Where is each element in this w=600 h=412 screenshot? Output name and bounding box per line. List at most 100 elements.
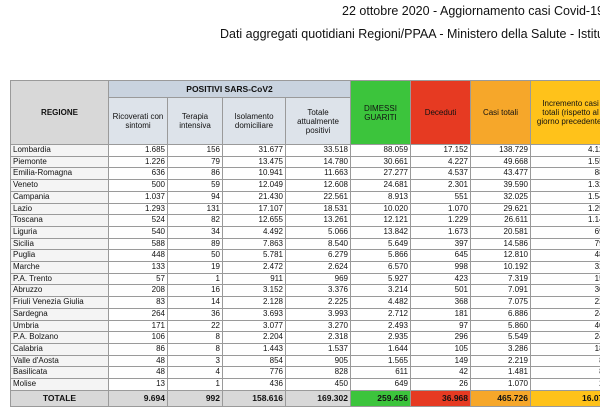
cell: 29.621: [470, 202, 531, 216]
cell: 42: [410, 366, 471, 380]
column-header: Casi totali: [470, 80, 531, 145]
table-row: Lazio 1.293 131 17.107 18.531 10.020 1.070 29.6…: [10, 202, 600, 216]
cell: 3.693: [222, 307, 286, 321]
region-name: Piemonte: [10, 155, 109, 169]
cell: 171: [108, 319, 168, 333]
cell: 13.261: [285, 214, 351, 227]
cell: 48: [108, 354, 168, 368]
cell: 649: [350, 378, 411, 391]
region-name: Valle d'Aosta: [10, 354, 109, 368]
cell: 407: [530, 319, 600, 333]
cell: 1.550: [530, 155, 600, 169]
cell: 3: [167, 354, 223, 368]
cell: 14.586: [470, 237, 531, 251]
cell: 86: [167, 167, 223, 181]
cell: 243: [530, 307, 600, 321]
region-name: P.A. Bolzano: [10, 331, 109, 344]
region-name: P.A. Trento: [10, 272, 109, 286]
cell: 18.531: [285, 202, 351, 216]
region-name: Abruzzo: [10, 284, 109, 298]
group-header: POSITIVI SARS-CoV2: [108, 80, 351, 98]
cell: 854: [222, 354, 286, 368]
region-name: Lombardia: [10, 144, 109, 157]
cell: 1.070: [470, 378, 531, 391]
cell: 524: [108, 214, 168, 227]
cell: 133: [108, 261, 168, 274]
cell: 181: [410, 307, 471, 321]
cell: 2.128: [222, 296, 286, 309]
cell: 86: [108, 342, 168, 356]
cell: 30.661: [350, 155, 411, 169]
table-row: P.A. Bolzano 106 8 2.204 2.318 2.935 296 5.549 2…: [10, 331, 600, 344]
cell: 4.227: [410, 155, 471, 169]
cell: 94: [167, 190, 223, 204]
cell: 1.229: [410, 214, 471, 227]
cell: 17.152: [410, 144, 471, 157]
title: 22 ottobre 2020 - Aggiornamento casi Cov…: [342, 4, 600, 18]
cell: 796: [530, 237, 600, 251]
total-cell: 16.079: [530, 389, 600, 407]
cell: 22.561: [285, 190, 351, 204]
cell: 2.301: [410, 179, 471, 192]
cell: 3.270: [285, 319, 351, 333]
cell: 247: [530, 331, 600, 344]
cell: 6.570: [350, 261, 411, 274]
cell: 83: [108, 296, 168, 309]
cell: 690: [530, 225, 600, 239]
cell: 11.663: [285, 167, 351, 181]
cell: 905: [285, 354, 351, 368]
column-header: Terapia intensiva: [167, 97, 223, 145]
cell: 5.860: [470, 319, 531, 333]
cell: 6.279: [285, 249, 351, 263]
table-body: Lombardia 1.685 156 31.677 33.518 88.059 17.15…: [10, 144, 600, 391]
cell: 1.685: [108, 144, 168, 157]
cell: 27.277: [350, 167, 411, 181]
cell: 1.325: [530, 179, 600, 192]
region-name: Sicilia: [10, 237, 109, 251]
cell: 423: [410, 272, 471, 286]
cell: 1.541: [530, 190, 600, 204]
cell: 1.293: [108, 202, 168, 216]
cell: 8: [167, 342, 223, 356]
cell: 828: [285, 366, 351, 380]
cell: 14.780: [285, 155, 351, 169]
cell: 12.121: [350, 214, 411, 227]
cell: 105: [410, 342, 471, 356]
cell: 17.107: [222, 202, 286, 216]
cell: 1.070: [410, 202, 471, 216]
region-name: Toscana: [10, 214, 109, 227]
column-header: REGIONE: [10, 80, 109, 145]
cell: 21.430: [222, 190, 286, 204]
table-row: Campania 1.037 94 21.430 22.561 8.913 551 32.02…: [10, 190, 600, 204]
cell: 13: [108, 378, 168, 391]
cell: 48: [108, 366, 168, 380]
cell: 1.565: [350, 354, 411, 368]
cell: 8.540: [285, 237, 351, 251]
cell: 106: [108, 331, 168, 344]
cell: 2.712: [350, 307, 411, 321]
cell: 5.781: [222, 249, 286, 263]
cell: 4.537: [410, 167, 471, 181]
cell: 2.935: [350, 331, 411, 344]
cell: 2.318: [285, 331, 351, 344]
cell: 1.251: [530, 202, 600, 216]
cell: 83: [530, 366, 600, 380]
cell: 4.125: [530, 144, 600, 157]
total-cell: 169.302: [285, 389, 351, 407]
total-row: TOTALE 9.694 992 158.616 169.302 259.456 36.96…: [10, 389, 600, 407]
cell: 24.681: [350, 179, 411, 192]
cell: 485: [530, 249, 600, 263]
table-row: Liguria 540 34 4.492 5.066 13.842 1.673 20.581 6…: [10, 225, 600, 239]
cell: 3.214: [350, 284, 411, 298]
cell: 26: [410, 378, 471, 391]
cell: 4.492: [222, 225, 286, 239]
